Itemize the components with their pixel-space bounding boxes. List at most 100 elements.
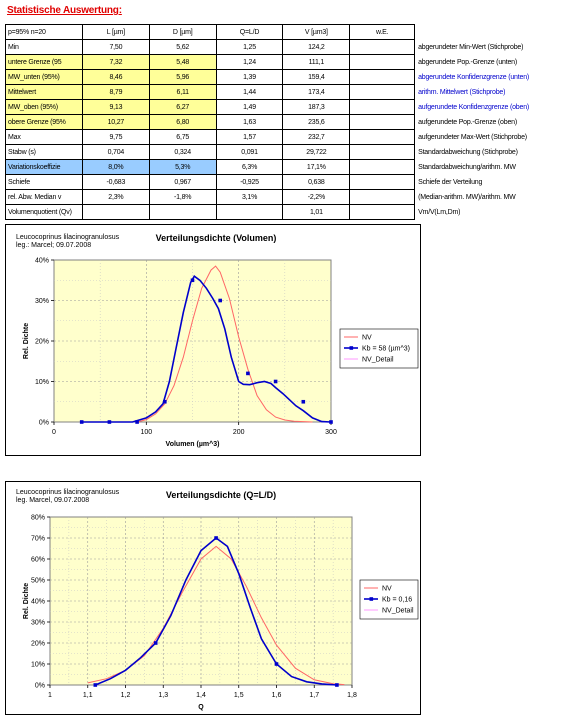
chart-volume: Leucocoprinus lilacinogranulosus leg.: Ma… [5,224,421,456]
value-cell-we [349,159,416,175]
x-tick-label: 1,6 [272,692,282,699]
value-cell-V: 173,4 [282,84,351,100]
value-cell-L: 7,50 [81,39,150,55]
data-point [329,420,333,424]
species-name: Leucocoprinus lilacinogranulosus [16,234,120,241]
value-cell-V: 232,7 [282,129,351,145]
species-name: Leucocoprinus lilacinogranulosus [16,489,120,496]
y-tick-label: 0% [39,420,49,427]
value-cell-Q: 1,25 [215,39,284,55]
y-tick-label: 0% [35,683,45,690]
sheet-title: Statistische Auswertung: [7,5,122,16]
value-cell-we [349,174,416,190]
value-cell-L: 0,704 [81,144,150,160]
y-tick-label: 20% [35,339,49,346]
legend-marker [349,346,354,350]
row-note: Standardabweichung (Stichprobe) [418,148,518,156]
x-tick-label: 0 [52,429,56,436]
table-row: Max 9,75 6,75 1,57 232,7 aufgerundeter Max-We… [5,129,565,145]
table-row: Schiefe -0,683 0,967 -0,925 0,638 Schiefe der… [5,174,565,190]
y-tick-label: 80% [31,515,45,522]
row-label: Schiefe [5,174,83,190]
value-cell-V: 1,01 [282,204,351,220]
table-row: Volumenquotient (Qv) 1,01 Vm/V(Lm,Dm) [5,204,565,220]
legend-entry: NV_Detail [362,357,394,364]
series-line-0 [136,265,313,423]
row-note: Vm/V(Lm,Dm) [418,208,461,216]
value-cell-Q: 1,57 [215,129,284,145]
value-cell-D: 6,80 [148,114,217,130]
header-cell: L [µm] [81,24,150,40]
value-cell-Q: 1,44 [215,84,284,100]
row-label: Mittelwert [5,84,83,100]
value-cell-we [349,129,416,145]
x-tick-label: 200 [233,429,245,436]
value-cell-we [349,114,416,130]
header-note-spacer [415,25,565,40]
x-tick-label: 1,4 [196,692,206,699]
y-tick-label: 40% [31,599,45,606]
value-cell-we [349,189,416,205]
value-cell-we [349,54,416,70]
row-note: Schiefe der Verteilung [418,178,483,186]
y-tick-label: 60% [31,557,45,564]
data-point [335,683,339,687]
value-cell-L: 9,13 [81,99,150,115]
value-cell-V: 124,2 [282,39,351,55]
x-tick-label: 1,3 [158,692,168,699]
value-cell-Q: 3,1% [215,189,284,205]
value-cell-Q: 1,63 [215,114,284,130]
value-cell-L: -0,683 [81,174,150,190]
table-row: Variationskoeffizie 8,0% 5,3% 6,3% 17,1% Stan… [5,159,565,175]
value-cell-we [349,84,416,100]
series-line-1 [94,536,337,686]
data-point [273,379,278,384]
legend-entry: NV [362,335,372,342]
row-note: aufgerundete Konfidenzgrenze (oben) [418,103,530,111]
legend-entry: NV_Detail [382,608,414,615]
value-cell-V: 111,1 [282,54,351,70]
row-label: MW_unten (95%) [5,69,83,85]
y-tick-label: 30% [31,620,45,627]
x-tick-label: 1 [48,692,52,699]
value-cell-V: 29,722 [282,144,351,160]
table-row: Mittelwert 8,79 6,11 1,44 173,4 arithm. Mitte… [5,84,565,100]
y-tick-label: 40% [35,258,49,265]
row-label: Min [5,39,83,55]
value-cell-V: 159,4 [282,69,351,85]
value-cell-D [148,204,217,220]
data-point [79,420,84,424]
value-cell-we [349,69,416,85]
legend: NV Kb = 0,16 NV_Detail [359,579,419,620]
y-tick-label: 50% [31,578,45,585]
row-label: Max [5,129,83,145]
value-cell-V: 235,6 [282,114,351,130]
value-cell-V: -2,2% [282,189,351,205]
value-cell-D: 0,324 [148,144,217,160]
value-cell-Q: 1,39 [215,69,284,85]
row-label: MW_oben (95%) [5,99,83,115]
collector-note: leg. Marcel, 09.07.2008 [16,497,89,504]
value-cell-L: 7,32 [81,54,150,70]
value-cell-we [349,204,416,220]
y-tick-label: 10% [31,662,45,669]
value-cell-V: 0,638 [282,174,351,190]
chart-title: Verteilungsdichte (Volumen) [156,233,277,243]
value-cell-we [349,39,416,55]
legend-box [359,579,419,620]
value-cell-D: 6,11 [148,84,217,100]
table-row: rel. Abw. Median v 2,3% -1,8% 3,1% -2,2% (Med… [5,189,565,205]
stats-section: Statistische Auswertung: p=95% n=20 L [µm… [5,4,565,220]
x-axis-label: Volumen (µm^3) [166,440,220,448]
series-line-1 [81,275,332,423]
value-cell-Q: -0,925 [215,174,284,190]
value-cell-L: 8,46 [81,69,150,85]
row-note: aufgerundeter Max-Wert (Stichprobe) [418,133,527,141]
data-point [218,298,222,303]
value-cell-D: 5,48 [148,54,217,70]
table-row: untere Grenze (95 7,32 5,48 1,24 111,1 abgeru… [5,54,565,70]
row-label: untere Grenze (95 [5,54,83,70]
table-row: MW_unten (95%) 8,46 5,96 1,39 159,4 abgerunde… [5,69,565,85]
y-tick-label: 30% [35,298,49,305]
